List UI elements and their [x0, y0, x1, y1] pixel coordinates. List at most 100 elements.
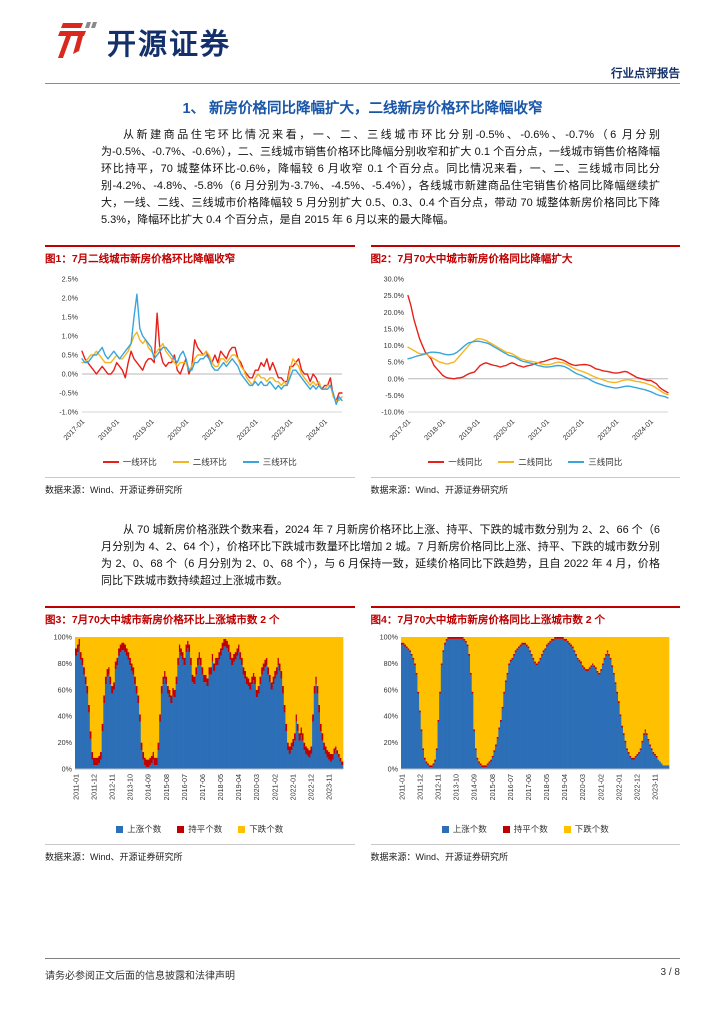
- y-tick-label: 80%: [58, 659, 73, 668]
- legend-label: 三线同比: [588, 457, 623, 468]
- body-paragraph-1: 从新建商品住宅环比情况来看，一、二、三线城市环比分别-0.5%、-0.6%、-0…: [101, 129, 660, 227]
- legend-item: 上涨个数: [441, 823, 487, 835]
- legend-label: 上涨个数: [127, 824, 162, 835]
- legend-item: 二线同比: [498, 456, 552, 468]
- x-tick-label: 2020-01: [491, 417, 516, 442]
- stack-series-2: [400, 637, 669, 766]
- legend-swatch: [568, 461, 585, 464]
- x-tick-label: 2015-08: [162, 774, 171, 800]
- figure-2: 图2：7月70大中城市新房价格同比降幅扩大 30.0% 25.0% 20.0% 15.…: [370, 245, 680, 496]
- legend-label: 二线同比: [518, 457, 553, 468]
- legend-item: 上涨个数: [116, 823, 161, 835]
- figure-1: 图1：7月二线城市新房价格环比降幅收窄 2.5% 2.0% 1.5% 1.0% 0.5%…: [45, 245, 355, 496]
- brand-logo: 开源证券: [53, 18, 231, 65]
- legend-swatch: [172, 461, 189, 464]
- legend-item: 三线环比: [242, 456, 297, 468]
- legend-item: 一线环比: [102, 456, 157, 468]
- x-tick-label: 2021-01: [526, 417, 551, 442]
- series-line-1: [81, 331, 343, 402]
- series-line-1: [406, 338, 669, 396]
- figure-3: 图3：7月70大中城市新房价格环比上涨城市数 2 个 100% 80% 60% 40%…: [45, 606, 355, 863]
- y-tick-label: 20.0%: [383, 308, 404, 317]
- legend-item: 下跌个数: [238, 823, 283, 835]
- x-tick-label: 2024-01: [630, 417, 655, 442]
- x-tick-label: 2022-01: [560, 417, 585, 442]
- legend-swatch: [238, 825, 246, 833]
- series-line-0: [406, 295, 669, 394]
- x-tick-label: 2020-01: [165, 417, 190, 442]
- legend-item: 下跌个数: [563, 823, 609, 835]
- y-tick-label: 100%: [54, 633, 73, 642]
- x-tick-label: 2022-01: [288, 774, 297, 800]
- figure-2-line-chart: 30.0% 25.0% 20.0% 15.0% 10.0% 5.0% 0.0% -5.0% -1…: [381, 275, 669, 442]
- x-tick-label: 2016-07: [505, 774, 514, 800]
- legend-swatch: [242, 461, 259, 464]
- legend-label: 下跌个数: [249, 824, 284, 835]
- y-tick-label: -10.0%: [381, 408, 404, 417]
- x-tick-label: 2023-01: [269, 417, 294, 442]
- x-tick-label: 2011-01: [397, 774, 406, 800]
- legend-label: 二线环比: [192, 457, 227, 468]
- figure-1-legend: 一线环比 二线环比 三线环比: [45, 456, 355, 468]
- page-footer: 请务必参阅正文后面的信息披露和法律声明 3 / 8: [45, 958, 680, 982]
- y-tick-label: 0%: [387, 765, 398, 774]
- x-tick-label: 2011-12: [89, 774, 98, 800]
- legend-swatch: [102, 461, 119, 464]
- figure-3-caption: 图3：7月70大中城市新房价格环比上涨城市数 2 个: [45, 606, 355, 627]
- figure-1-caption: 图1：7月二线城市新房价格环比降幅收窄: [45, 245, 355, 266]
- y-tick-label: 60%: [58, 686, 73, 695]
- legend-label: 三线环比: [262, 457, 297, 468]
- y-tick-label: 1.5%: [62, 313, 79, 322]
- y-tick-label: 25.0%: [383, 291, 404, 300]
- y-tick-label: 40%: [383, 712, 398, 721]
- x-tick-label: 2019-04: [560, 774, 569, 800]
- legend-label: 下跌个数: [574, 824, 609, 835]
- legend-item: 持平个数: [502, 823, 548, 835]
- x-tick-label: 2017-06: [198, 774, 207, 800]
- x-tick-label: 2014-09: [469, 774, 478, 800]
- header-divider: [45, 83, 680, 84]
- figure-1-source: 数据来源：Wind、开源证券研究所: [45, 477, 355, 496]
- series-line-2: [406, 340, 669, 399]
- x-tick-label: 2022-01: [235, 417, 260, 442]
- legend-item: 持平个数: [177, 823, 222, 835]
- x-tick-label: 2013-10: [126, 774, 135, 800]
- x-tick-label: 2017-01: [387, 417, 412, 442]
- x-tick-label: 2016-07: [180, 774, 189, 800]
- series-line-2: [81, 293, 343, 406]
- x-tick-label: 2018-01: [422, 417, 447, 442]
- x-tick-label: 2019-01: [131, 417, 156, 442]
- section-title: 1、 新房价格同比降幅扩大，二线新房价格环比降幅收窄: [182, 101, 543, 117]
- legend-swatch: [498, 461, 515, 464]
- legend-label: 上涨个数: [452, 824, 487, 835]
- x-tick-label: 2022-01: [614, 774, 623, 800]
- body-paragraph-2: 从 70 城新房价格涨跌个数来看，2024 年 7 月新房价格环比上涨、持平、下…: [101, 524, 660, 588]
- figure-4: 图4：7月70大中城市新房价格同比上涨城市数 2 个 100% 80% 60% 40%…: [370, 606, 680, 863]
- legend-label: 持平个数: [188, 824, 223, 835]
- legend-swatch: [563, 825, 571, 833]
- stack-series-1: [75, 639, 344, 768]
- legend-item: 一线同比: [428, 456, 482, 468]
- x-tick-label: 2014-09: [144, 774, 153, 800]
- x-tick-label: 2012-11: [433, 774, 442, 800]
- figure-1-line-chart: 2.5% 2.0% 1.5% 1.0% 0.5% 0.0% -0.5% -1.0%2017-0…: [59, 275, 343, 442]
- page-header: 开源证券 行业点评报告: [45, 16, 680, 84]
- page-number: 3 / 8: [660, 967, 680, 978]
- figure-3-stacked-bar-chart: 100% 80% 60% 40% 20% 0%2011-01 2011-12 2012-11 2…: [54, 633, 344, 801]
- x-tick-label: 2017-01: [61, 417, 86, 442]
- legend-item: 三线同比: [568, 456, 622, 468]
- x-tick-label: 2022-12: [306, 774, 315, 800]
- legend-item: 二线环比: [172, 456, 227, 468]
- stack-series-1: [400, 637, 658, 768]
- x-tick-label: 2021-02: [270, 774, 279, 800]
- figure-4-source: 数据来源：Wind、开源证券研究所: [370, 844, 680, 863]
- x-tick-label: 2023-11: [650, 774, 659, 800]
- stack-series-2: [75, 637, 344, 762]
- report-page: 开源证券 行业点评报告 1、 新房价格同比降幅扩大，二线新房价格环比降幅收窄 从…: [45, 16, 680, 863]
- x-tick-label: 2011-12: [415, 774, 424, 800]
- y-tick-label: 15.0%: [383, 325, 404, 334]
- x-tick-label: 2023-01: [595, 417, 620, 442]
- x-tick-label: 2022-12: [632, 774, 641, 800]
- x-tick-label: 2018-01: [96, 417, 121, 442]
- legend-label: 一线环比: [122, 457, 157, 468]
